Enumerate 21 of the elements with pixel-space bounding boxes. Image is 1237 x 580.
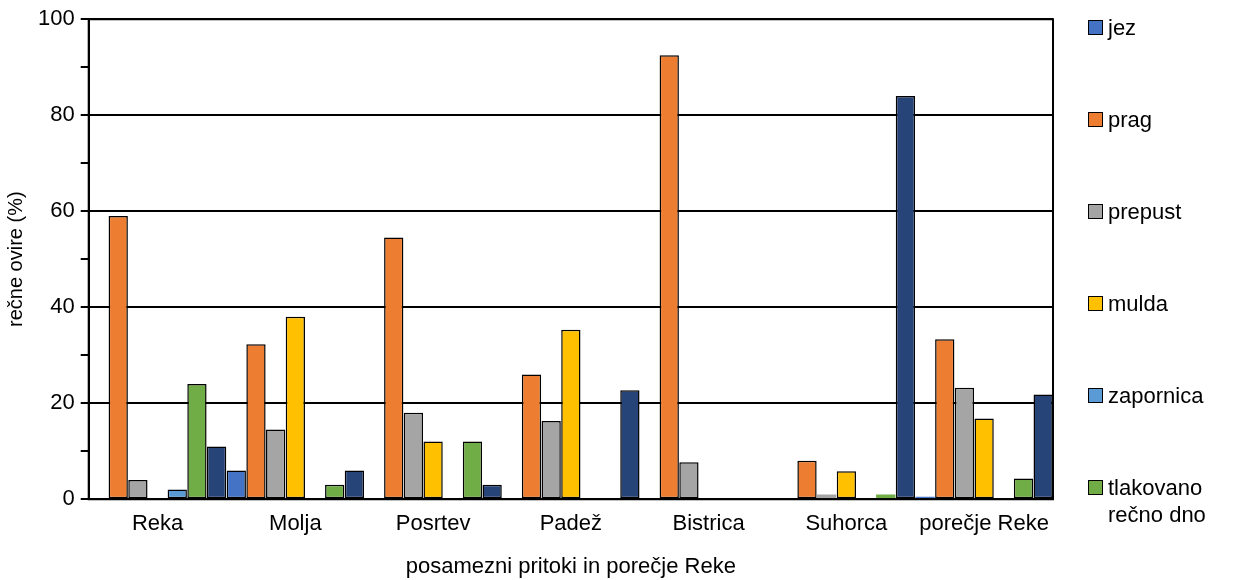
y-tick-label: 20: [50, 389, 75, 415]
x-axis-title: posamezni pritoki in porečje Reke: [405, 552, 736, 578]
x-tick-label: Posrtev: [395, 510, 471, 536]
x-tick-label: Padež: [539, 510, 603, 536]
y-tick-label: 0: [62, 485, 75, 511]
legend-label: zapornica: [1108, 382, 1205, 409]
x-tick-label: Bistrica: [672, 510, 746, 536]
y-tick-label: 40: [50, 293, 75, 319]
y-axis-title: rečne ovire (%): [3, 191, 26, 327]
legend-label: mulda: [1108, 290, 1169, 317]
y-tick-label: 60: [50, 197, 75, 223]
x-tick-label: porečje Reke: [919, 510, 1049, 536]
legend-label: jez: [1108, 14, 1138, 41]
y-tick-label: 100: [37, 5, 75, 31]
x-tick-label: Reka: [131, 510, 185, 536]
x-tick-label: Suhorca: [805, 510, 889, 536]
x-tick-label: Molja: [269, 510, 323, 536]
legend-label: prag: [1108, 106, 1154, 133]
legend-label: prepust: [1108, 198, 1183, 225]
legend-label: tlakovano rečno dno: [1108, 474, 1207, 528]
y-tick-label: 80: [50, 101, 75, 127]
